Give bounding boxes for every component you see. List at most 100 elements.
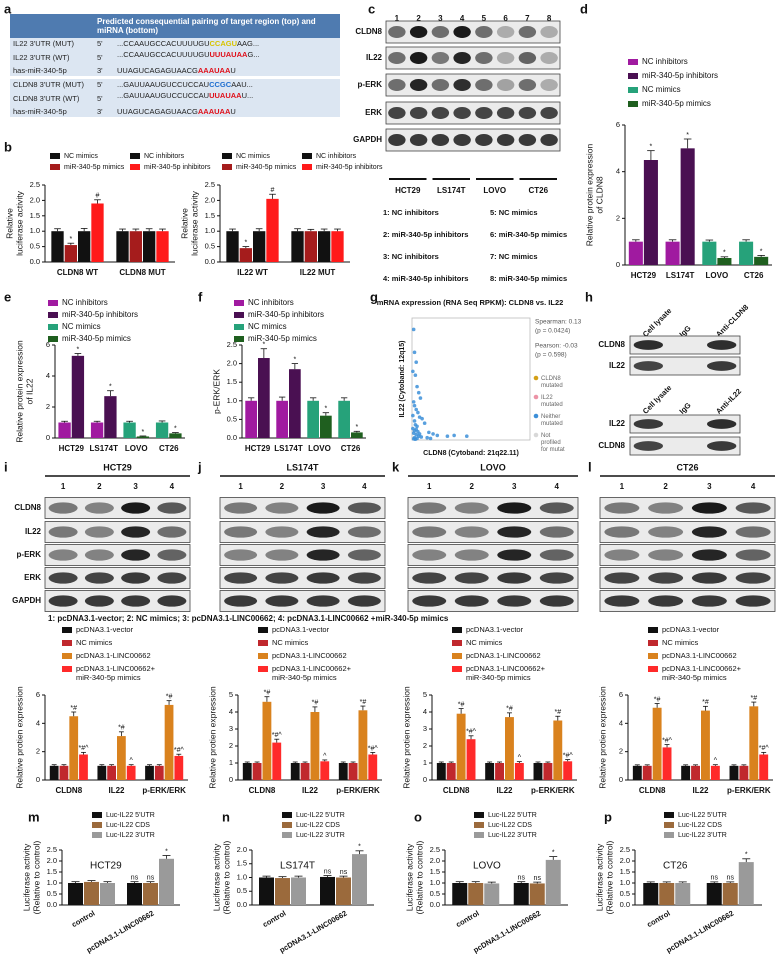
blot-row-label: IL22 bbox=[25, 527, 42, 536]
significance-mark: ns bbox=[131, 875, 139, 882]
bar bbox=[701, 710, 710, 780]
bar bbox=[446, 763, 456, 780]
blot-strip bbox=[599, 567, 776, 589]
blot-band bbox=[496, 26, 515, 38]
blot-band bbox=[604, 502, 640, 514]
legend-label: NC mimics bbox=[64, 153, 98, 160]
legend-label: pcDNA3.1-vector bbox=[272, 625, 330, 634]
bar bbox=[739, 765, 749, 780]
bar bbox=[242, 763, 252, 780]
legend-label: pcDNA3.1-LINC00662+ miR-340-5p mimics bbox=[662, 664, 743, 682]
legend-label: NC mimics bbox=[248, 322, 287, 331]
blot-strip bbox=[629, 356, 741, 376]
blot-band bbox=[539, 502, 574, 514]
blot-band bbox=[157, 549, 187, 561]
blot-band bbox=[409, 134, 428, 146]
y-axis-label: (Relative to control) bbox=[31, 840, 41, 914]
y-tick-label: 0 bbox=[36, 775, 40, 784]
significance-mark: *#^ bbox=[759, 745, 770, 752]
sequence: ...GAUUAAUGUCCUCCAUUUAUAAU... bbox=[114, 90, 340, 106]
bar bbox=[49, 765, 59, 780]
legend-swatch bbox=[258, 666, 268, 672]
bar bbox=[107, 765, 116, 780]
sequence-segment: UUAGUCAGAGUAACG bbox=[117, 66, 198, 75]
x-tick-label: LS174T bbox=[274, 444, 303, 453]
legend-swatch bbox=[648, 640, 658, 646]
point bbox=[411, 327, 416, 332]
x-tick-label: LS174T bbox=[90, 444, 119, 453]
panel-letter: p bbox=[604, 809, 612, 824]
lane-legend: 6: miR-340-5p mimics bbox=[490, 230, 567, 239]
blot-band bbox=[518, 134, 537, 146]
blot-band bbox=[539, 595, 574, 607]
lane-number: 1 bbox=[61, 482, 66, 491]
blot-band bbox=[409, 52, 428, 64]
point bbox=[452, 433, 456, 438]
blot-band bbox=[633, 340, 663, 350]
bar bbox=[155, 422, 169, 438]
blot-band bbox=[306, 595, 340, 607]
legend-swatch bbox=[282, 832, 292, 838]
y-tick-label: 5 bbox=[423, 690, 427, 699]
blot-band bbox=[224, 572, 258, 584]
y-axis-label: Relative protien expression bbox=[401, 686, 411, 789]
legend-marker bbox=[533, 413, 539, 419]
blot-band bbox=[497, 502, 532, 514]
legend-label: NC inhibitors bbox=[316, 153, 357, 160]
blot-band bbox=[84, 595, 114, 607]
blot-band bbox=[518, 52, 537, 64]
panel-letter: n bbox=[222, 809, 230, 824]
y-axis-label: of CLDN8 bbox=[594, 176, 604, 214]
lane-number: 2 bbox=[97, 482, 102, 491]
legend-swatch bbox=[92, 822, 102, 828]
bar bbox=[680, 148, 695, 265]
legend-label: Luc-IL22 CDS bbox=[678, 822, 722, 829]
blot-column-label: IgG bbox=[677, 400, 692, 415]
blot-band bbox=[431, 52, 450, 64]
blot-band bbox=[453, 79, 471, 91]
sequence-segment: UUAGUCAGAGUAACG bbox=[117, 107, 198, 116]
x-tick-label: CT26 bbox=[159, 444, 179, 453]
y-axis-label: Luciferase activity bbox=[21, 843, 31, 911]
point bbox=[419, 435, 424, 439]
legend-label: Not profiled for mutat bbox=[541, 433, 565, 453]
blot-strip bbox=[599, 544, 776, 566]
group-label: CT26 bbox=[528, 186, 548, 195]
significance-mark: *# bbox=[506, 706, 513, 713]
header-blank bbox=[10, 14, 94, 38]
y-tick-label: 0.5 bbox=[205, 242, 215, 251]
blot-row-label: GAPDH bbox=[353, 135, 382, 144]
point bbox=[427, 430, 431, 435]
significance-mark: *#^ bbox=[563, 752, 574, 759]
x-tick-label: LOVO bbox=[706, 271, 729, 280]
bar bbox=[652, 707, 662, 780]
bar bbox=[307, 400, 319, 438]
point bbox=[425, 435, 429, 440]
y-axis-label: Relative bbox=[179, 208, 189, 239]
blot-row-label: IL22 bbox=[609, 361, 626, 370]
panel-letter: f bbox=[198, 289, 203, 304]
blot-strip bbox=[385, 73, 561, 97]
blot-band bbox=[518, 26, 537, 38]
table-row: IL22 3'UTR (WT) 5' ...CCAAUGCCACUUUUGUUUUA… bbox=[10, 49, 340, 65]
bar bbox=[642, 765, 652, 780]
bar bbox=[91, 203, 104, 262]
significance-mark: ns bbox=[534, 875, 542, 882]
blot-band bbox=[347, 502, 381, 514]
legend-swatch bbox=[234, 312, 244, 318]
bar bbox=[643, 160, 658, 265]
bar bbox=[529, 883, 545, 905]
bar bbox=[706, 883, 722, 905]
significance-mark: # bbox=[271, 187, 275, 194]
legend-label: pcDNA3.1-LINC00662 bbox=[76, 651, 151, 660]
legend-label: NC mimics bbox=[466, 638, 502, 647]
y-tick-label: 0.0 bbox=[620, 900, 630, 909]
y-tick-label: 3 bbox=[423, 724, 427, 733]
x-tick-label: LOVO bbox=[125, 444, 148, 453]
bar bbox=[759, 754, 769, 780]
sequence-segment: UUAUAA bbox=[209, 91, 242, 100]
bar bbox=[320, 876, 335, 905]
legend-label: Luc-IL22 CDS bbox=[106, 822, 150, 829]
blot-band bbox=[707, 419, 737, 429]
